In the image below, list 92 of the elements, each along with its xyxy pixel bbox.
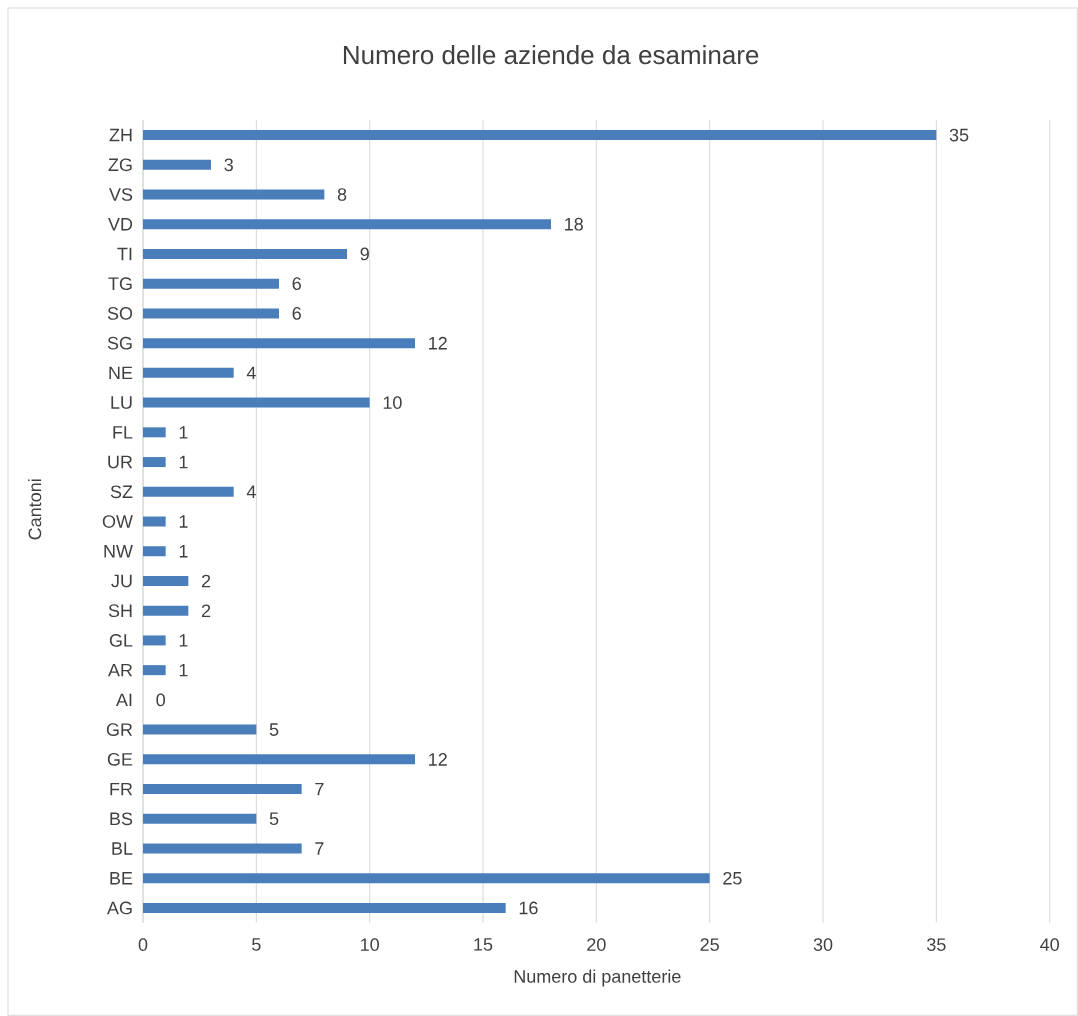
bar [143,159,212,170]
y-tick-label: GR [106,723,133,736]
y-tick-label: NW [104,545,133,558]
data-label: 1 [179,426,188,439]
y-tick-label: SH [108,604,132,618]
y-tick-label: GL [109,634,133,647]
y-tick-label: AI [116,693,132,707]
data-label: 7 [315,842,324,855]
bar [143,635,166,646]
x-tick-label: 40 [1040,938,1059,951]
bar [143,902,506,913]
data-label: 10 [383,396,402,409]
bar [143,843,302,854]
bar [143,219,552,230]
y-tick-label: OW [102,515,133,528]
y-axis-title: Cantoni [28,479,42,540]
y-tick-label: ZH [109,128,132,142]
x-tick-label: 35 [927,938,946,951]
y-tick-label: JU [111,574,132,588]
bar [143,665,166,676]
bar [143,130,937,141]
x-tick-label: 0 [138,938,148,951]
y-tick-label: AR [108,663,133,677]
data-label: 5 [269,812,279,826]
bar [143,754,415,765]
y-tick-label: NE [109,366,133,380]
bar [143,516,166,527]
x-tick-label: 20 [587,938,606,951]
bar [143,308,279,319]
data-label: 2 [201,574,211,588]
y-tick-label: LU [111,396,132,409]
x-tick-label: 5 [252,938,261,951]
bar [143,278,279,289]
data-label: 1 [179,545,188,558]
data-label: 6 [292,277,301,291]
y-tick-label: AG [107,901,132,915]
bar [143,784,302,795]
bar [143,457,166,468]
bar [143,397,370,408]
bar [143,248,348,259]
x-tick-label: 10 [361,938,379,951]
data-label: 1 [179,663,188,677]
y-tick-label: GE [107,752,133,766]
data-label: 8 [337,188,347,201]
bar [143,873,710,884]
y-tick-label: SO [107,307,133,320]
bar [143,724,257,735]
bar [143,427,166,438]
y-tick-label: ZG [108,158,132,172]
bar [143,338,415,349]
bar [143,189,325,200]
data-label: 35 [949,128,969,142]
data-label: 2 [201,604,211,617]
data-label: 1 [179,515,188,528]
data-label: 16 [519,901,538,915]
data-label: 9 [360,247,369,261]
data-label: 5 [269,723,279,736]
y-tick-label: SG [107,336,132,350]
bar [143,813,257,824]
data-label: 6 [292,307,301,320]
y-tick-label: BL [112,842,133,855]
bar [143,486,234,497]
data-label: 7 [315,782,324,796]
data-label: 0 [156,693,166,707]
data-label: 12 [429,336,447,350]
y-tick-label: VD [108,218,133,231]
data-label: 3 [224,158,233,172]
data-label: 1 [179,455,188,469]
chart-title: Numero delle aziende da esaminare [343,45,759,65]
data-label: 25 [723,871,742,885]
x-tick-label: 25 [700,938,719,951]
bar [143,575,189,586]
x-tick-label: 30 [813,938,833,951]
y-tick-label: UR [108,455,133,469]
data-label: 12 [429,753,447,766]
bar [143,605,189,616]
y-tick-label: BS [110,812,133,826]
y-tick-label: BE [110,872,133,885]
y-tick-label: SZ [110,485,133,499]
x-axis-title: Numero di panetterie [514,969,681,987]
y-tick-label: FL [113,426,133,439]
data-label: 4 [246,485,256,498]
y-tick-label: TG [108,277,132,291]
bar [143,367,234,378]
x-tick-label: 15 [474,938,493,951]
data-label: 4 [246,366,256,380]
y-tick-label: VS [109,188,133,201]
data-label: 1 [179,634,188,647]
y-tick-label: TI [117,247,132,261]
bar [143,546,166,557]
y-tick-label: FR [110,782,133,796]
data-label: 18 [565,217,583,231]
